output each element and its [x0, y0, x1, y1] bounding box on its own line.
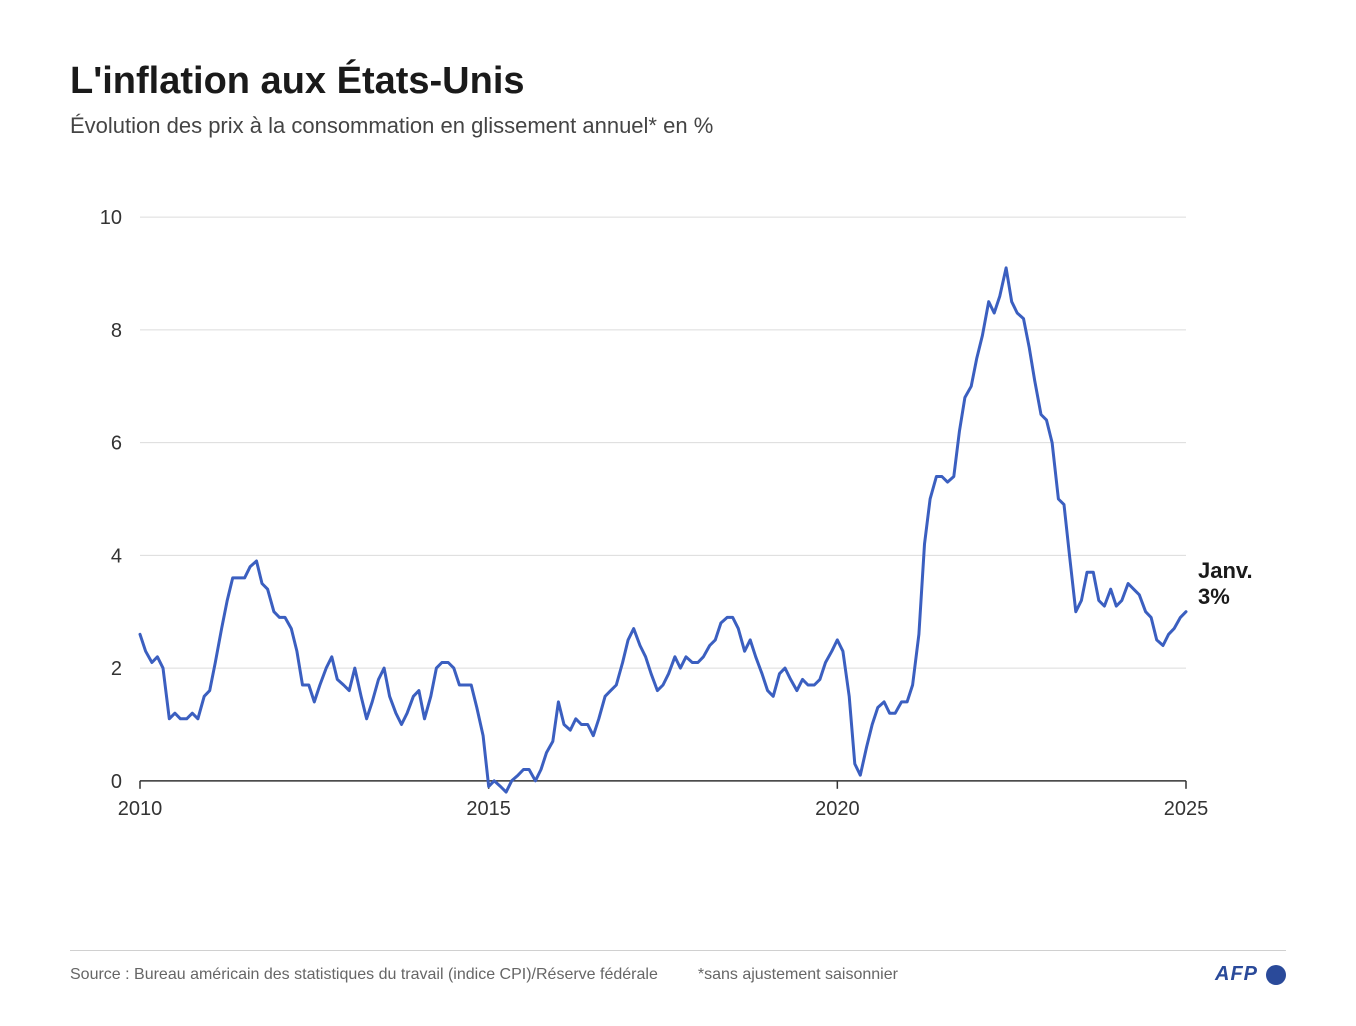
x-tick-label: 2025	[1164, 798, 1209, 820]
y-tick-label: 4	[111, 545, 122, 567]
footer: Source : Bureau américain des statistiqu…	[70, 950, 1286, 986]
footnote-text: *sans ajustement saisonnier	[698, 966, 898, 984]
source-text: Source : Bureau américain des statistiqu…	[70, 966, 658, 984]
chart-area: 0 2 4 6 8 10 2010 2015 2020 2025 Janv.3%	[70, 169, 1286, 869]
y-tick-label: 8	[111, 320, 122, 342]
y-tick-label: 2	[111, 658, 122, 680]
end-annotation-line1: Janv.	[1198, 558, 1253, 583]
logo-dot-icon	[1266, 965, 1286, 985]
x-tick-label: 2020	[815, 798, 860, 820]
afp-logo: AFP	[1215, 963, 1286, 986]
line-chart-svg: 0 2 4 6 8 10 2010 2015 2020 2025 Janv.3%	[70, 169, 1286, 869]
y-tick-label: 0	[111, 771, 122, 793]
chart-title: L'inflation aux États-Unis	[70, 60, 1286, 103]
inflation-line	[140, 268, 1186, 792]
y-tick-label: 6	[111, 433, 122, 455]
y-tick-label: 10	[100, 207, 122, 229]
chart-subtitle: Évolution des prix à la consommation en …	[70, 113, 1286, 139]
logo-text: AFP	[1215, 963, 1258, 986]
x-tick-label: 2010	[118, 798, 163, 820]
end-annotation-line2: 3%	[1198, 584, 1230, 609]
x-tick-label: 2015	[466, 798, 511, 820]
